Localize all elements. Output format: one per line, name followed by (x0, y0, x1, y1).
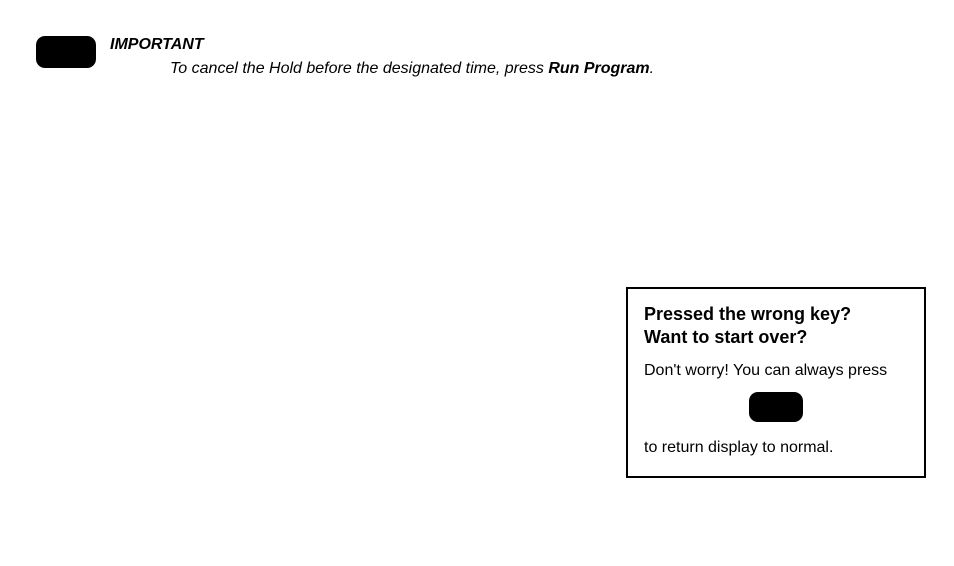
important-body-bold: Run Program (548, 60, 649, 77)
callout-line1: Don't worry! You can always press (644, 360, 908, 382)
important-body-prefix: To cancel the Hold before the designated… (170, 60, 548, 77)
return-key-icon (749, 392, 803, 422)
run-program-key-icon (36, 36, 96, 68)
important-body-suffix: . (650, 60, 654, 77)
callout-title-line1: Pressed the wrong key? (644, 304, 851, 324)
important-body: To cancel the Hold before the designated… (110, 58, 654, 80)
important-text-block: IMPORTANT To cancel the Hold before the … (110, 34, 654, 79)
important-heading: IMPORTANT (110, 34, 654, 56)
important-note: IMPORTANT To cancel the Hold before the … (36, 34, 654, 79)
callout-line2: to return display to normal. (644, 437, 908, 459)
callout-title-line2: Want to start over? (644, 327, 807, 347)
callout-title: Pressed the wrong key? Want to start ove… (644, 303, 908, 348)
callout-key-row (644, 392, 908, 427)
callout-box: Pressed the wrong key? Want to start ove… (626, 287, 926, 478)
